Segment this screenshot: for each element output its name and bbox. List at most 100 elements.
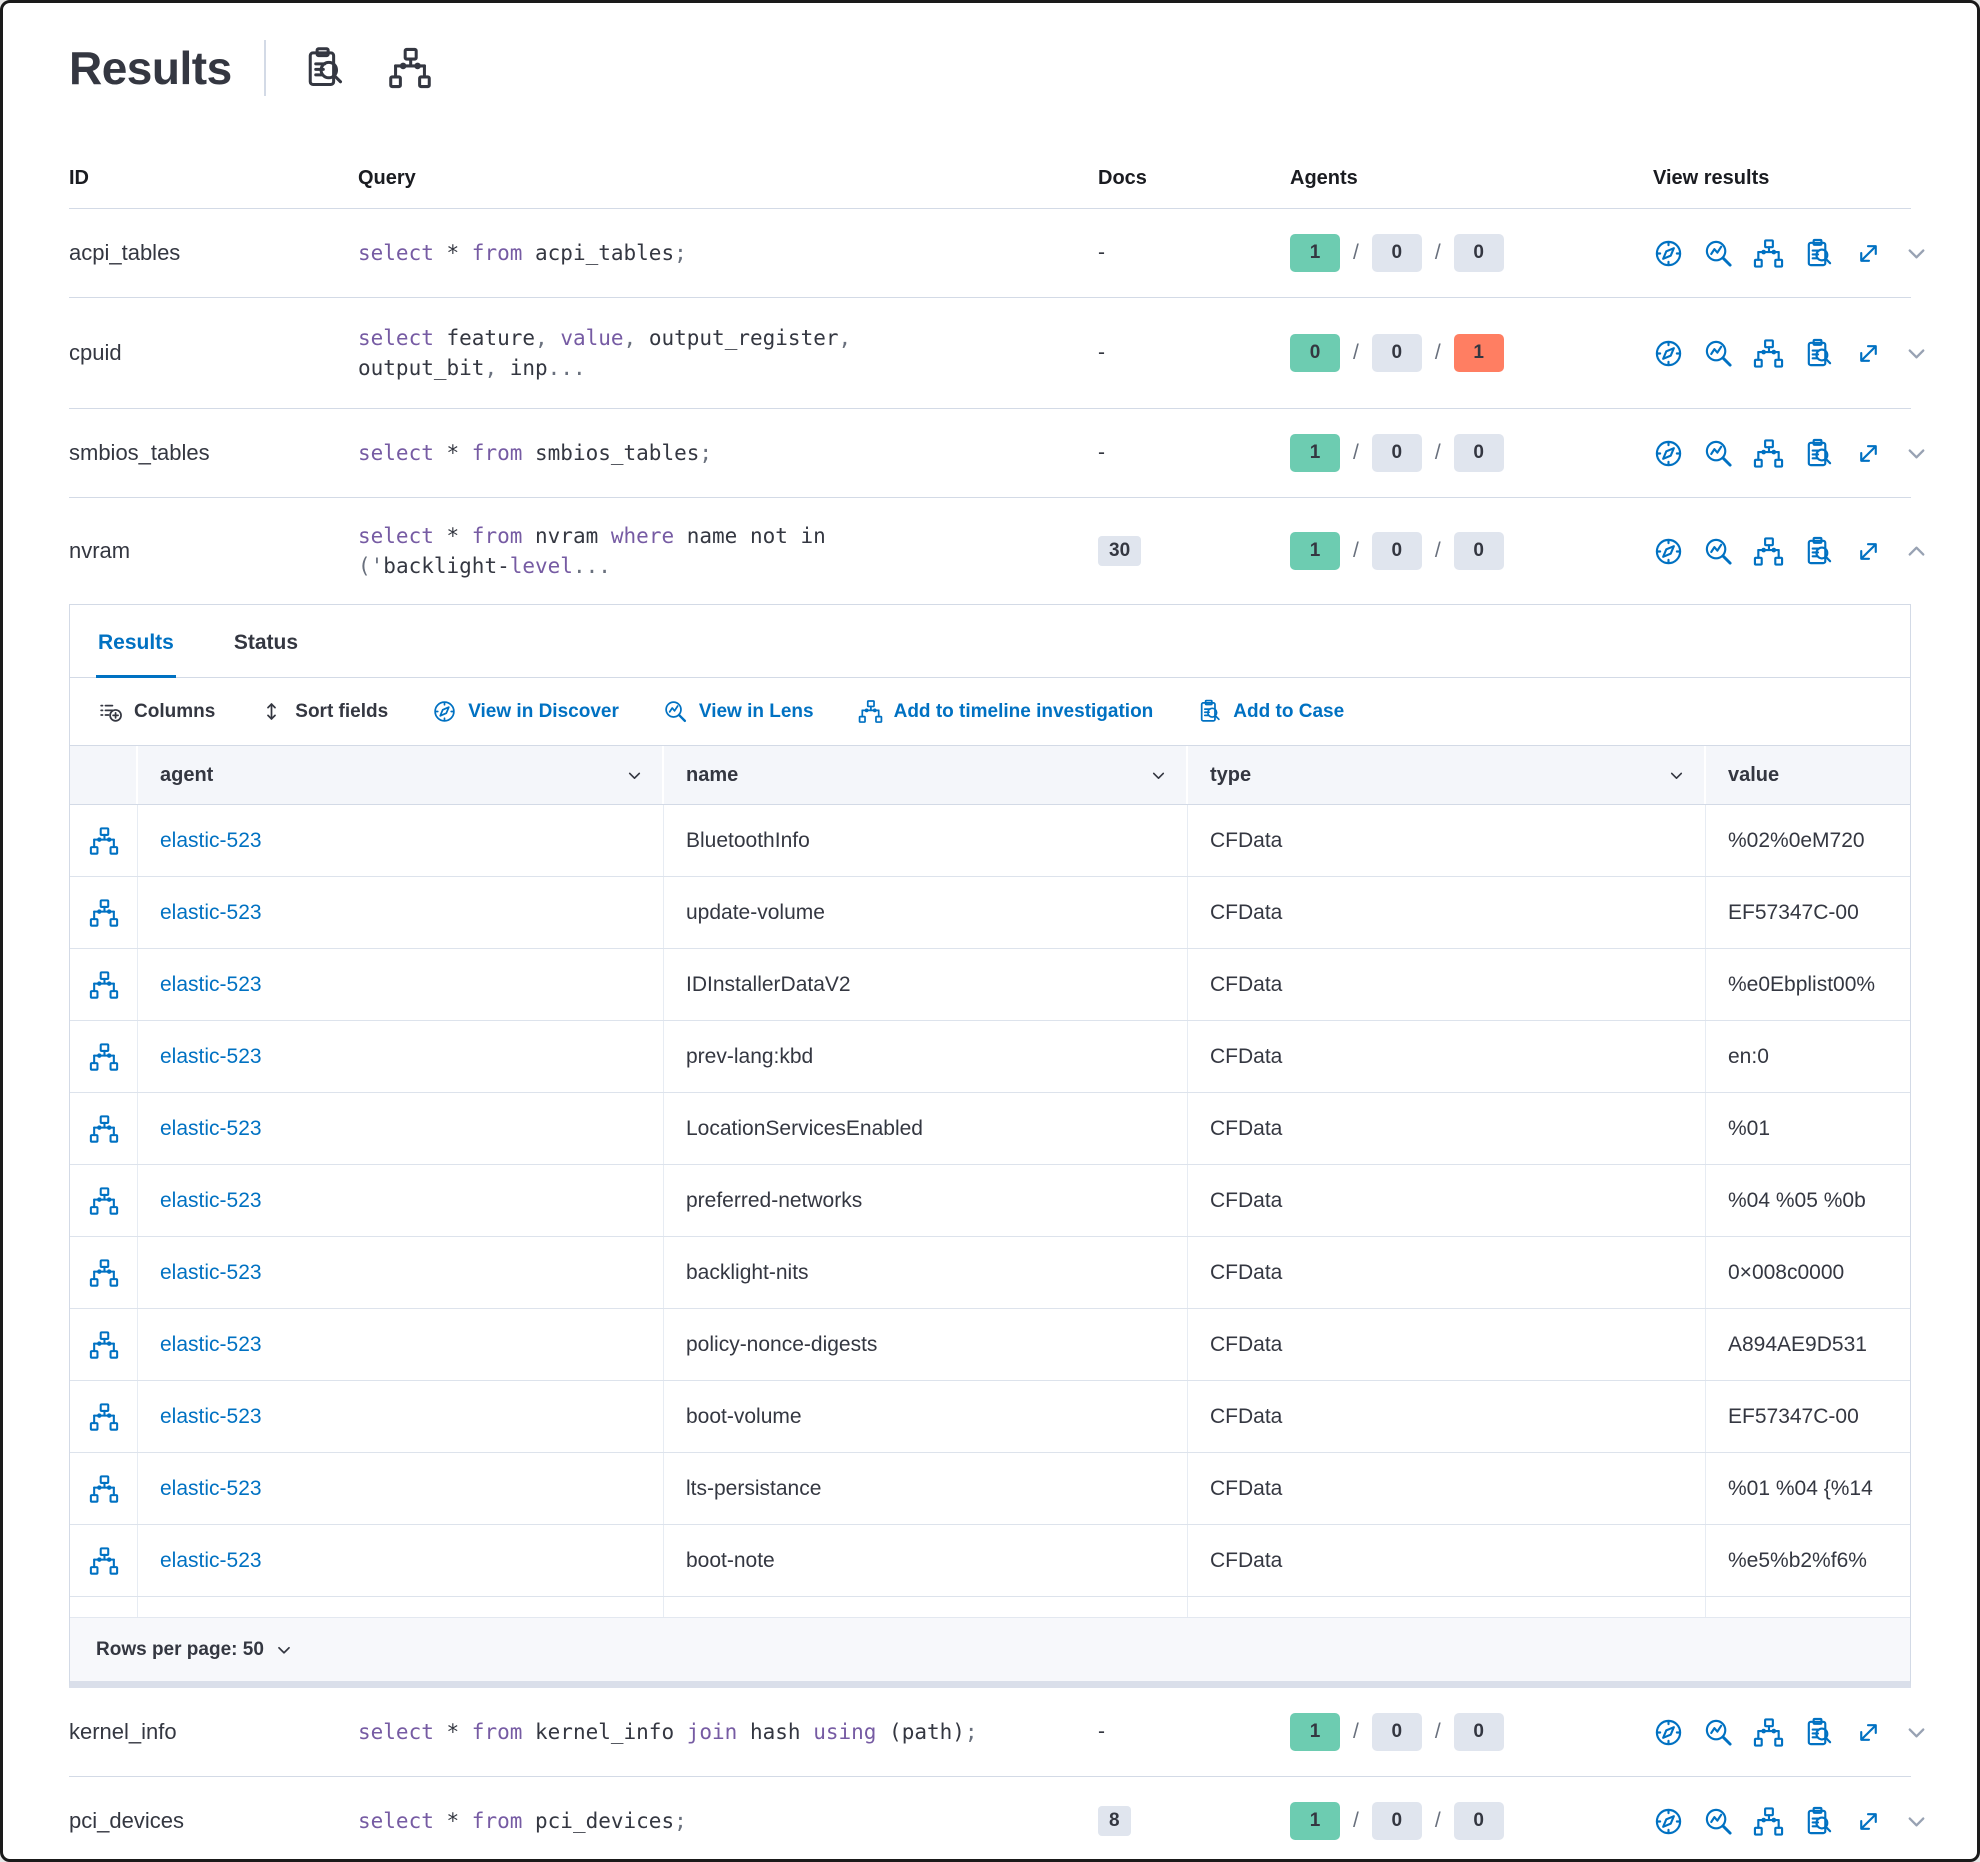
agent-link[interactable]: elastic-523 xyxy=(160,828,262,852)
expand-results-icon[interactable] xyxy=(1853,338,1884,369)
add-to-timeline-icon[interactable] xyxy=(1753,536,1784,567)
add-to-case-icon[interactable] xyxy=(1803,338,1834,369)
expand-results-icon[interactable] xyxy=(1853,238,1884,269)
grid-row-actions-cell xyxy=(70,805,138,876)
timeline-icon[interactable] xyxy=(89,1258,119,1288)
agents-success-badge: 1 xyxy=(1290,532,1340,570)
add-to-timeline-icon[interactable] xyxy=(1753,338,1784,369)
view-in-lens-icon[interactable] xyxy=(1703,536,1734,567)
chevron-down-icon xyxy=(625,766,644,785)
add-to-timeline-icon[interactable] xyxy=(1753,238,1784,269)
tab-results[interactable]: Results xyxy=(96,605,176,678)
agents-separator: / xyxy=(1434,441,1441,464)
add-to-case-icon[interactable] xyxy=(1803,1806,1834,1837)
expand-row-chevron-icon[interactable] xyxy=(1903,1808,1930,1835)
timeline-icon[interactable] xyxy=(89,1402,119,1432)
toolbar-item-add-to-case[interactable]: Add to Case xyxy=(1197,699,1344,724)
view-in-lens-icon[interactable] xyxy=(1703,238,1734,269)
timeline-icon[interactable] xyxy=(89,1042,119,1072)
value-cell: en:0 xyxy=(1728,1044,1769,1068)
tab-status[interactable]: Status xyxy=(233,631,299,654)
add-to-case-icon[interactable] xyxy=(1803,438,1834,469)
type-cell: CFData xyxy=(1188,1525,1706,1596)
expand-row-chevron-icon[interactable] xyxy=(1903,440,1930,467)
timeline-icon[interactable] xyxy=(89,826,119,856)
agent-link[interactable]: elastic-523 xyxy=(160,1476,262,1500)
view-in-discover-icon[interactable] xyxy=(1653,1717,1684,1748)
agent-link[interactable]: elastic-523 xyxy=(160,900,262,924)
grid-col-header-name[interactable]: name xyxy=(664,746,1188,804)
timeline-icon[interactable] xyxy=(388,46,432,90)
col-header-id: ID xyxy=(69,167,89,189)
add-to-case-icon[interactable] xyxy=(1803,1717,1834,1748)
expand-results-icon[interactable] xyxy=(1853,536,1884,567)
agent-cell: elastic-523 xyxy=(138,877,664,948)
view-results-cell xyxy=(1633,238,1930,269)
timeline-icon[interactable] xyxy=(89,1114,119,1144)
agents-cell: 1 / 0 / 0 xyxy=(1276,1713,1633,1751)
name-cell: lts-persistance xyxy=(664,1453,1188,1524)
grid-row: elastic-523 backlight-nits CFData 0×008c000… xyxy=(70,1237,1910,1309)
collapse-row-chevron-icon[interactable] xyxy=(1903,538,1930,565)
add-to-timeline-icon[interactable] xyxy=(1753,1717,1784,1748)
timeline-icon[interactable] xyxy=(89,1186,119,1216)
view-in-discover-icon[interactable] xyxy=(1653,238,1684,269)
expand-row-chevron-icon[interactable] xyxy=(1903,1719,1930,1746)
rows-per-page-control[interactable]: Rows per page: 50 xyxy=(96,1639,294,1661)
inspect-icon[interactable] xyxy=(302,46,346,90)
view-in-lens-icon[interactable] xyxy=(1703,338,1734,369)
chevron-down-icon xyxy=(274,1640,294,1660)
toolbar-item-label: Add to Case xyxy=(1233,700,1345,722)
agents-separator: / xyxy=(1353,341,1359,364)
expand-row-chevron-icon[interactable] xyxy=(1903,240,1930,267)
name-cell: update-volume xyxy=(664,877,1188,948)
expand-results-icon[interactable] xyxy=(1853,1717,1884,1748)
toolbar-item-columns[interactable]: Columns xyxy=(98,699,215,724)
add-to-case-icon[interactable] xyxy=(1803,536,1834,567)
expand-results-icon[interactable] xyxy=(1853,1806,1884,1837)
toolbar-item-sort-fields[interactable]: Sort fields xyxy=(259,699,388,724)
value-cell: %01 xyxy=(1728,1116,1771,1140)
view-in-lens-icon[interactable] xyxy=(1703,1717,1734,1748)
agent-cell: elastic-523 xyxy=(138,1525,664,1596)
grid-col-header-agent[interactable]: agent xyxy=(138,746,664,804)
timeline-icon[interactable] xyxy=(89,970,119,1000)
agents-failed-badge: 0 xyxy=(1453,1802,1504,1840)
add-to-case-icon[interactable] xyxy=(1803,238,1834,269)
agents-separator: / xyxy=(1353,1809,1359,1832)
agent-link[interactable]: elastic-523 xyxy=(160,972,262,996)
agent-link[interactable]: elastic-523 xyxy=(160,1188,262,1212)
timeline-icon[interactable] xyxy=(89,1546,119,1576)
agent-link[interactable]: elastic-523 xyxy=(160,1044,262,1068)
view-in-lens-icon[interactable] xyxy=(1703,1806,1734,1837)
expand-results-icon[interactable] xyxy=(1853,438,1884,469)
agent-link[interactable]: elastic-523 xyxy=(160,1332,262,1356)
toolbar-item-add-to-timeline-investigation[interactable]: Add to timeline investigation xyxy=(858,699,1154,724)
agent-link[interactable]: elastic-523 xyxy=(160,1404,262,1428)
grid-col-header-value: value xyxy=(1706,746,1910,804)
col-header-view: View results xyxy=(1653,167,1770,189)
toolbar-item-view-in-lens[interactable]: View in Lens xyxy=(663,699,814,724)
timeline-icon[interactable] xyxy=(89,1330,119,1360)
view-in-lens-icon[interactable] xyxy=(1703,438,1734,469)
agent-link[interactable]: elastic-523 xyxy=(160,1116,262,1140)
grid-col-header-type[interactable]: type xyxy=(1188,746,1706,804)
agent-link[interactable]: elastic-523 xyxy=(160,1548,262,1572)
docs-cell: 30 xyxy=(1098,536,1276,566)
toolbar-item-label: Add to timeline investigation xyxy=(893,700,1154,722)
view-in-discover-icon[interactable] xyxy=(1653,1806,1684,1837)
view-in-discover-icon[interactable] xyxy=(1653,338,1684,369)
lens-icon xyxy=(663,699,688,724)
view-in-discover-icon[interactable] xyxy=(1653,536,1684,567)
add-to-timeline-icon[interactable] xyxy=(1753,1806,1784,1837)
view-in-discover-icon[interactable] xyxy=(1653,438,1684,469)
agents-failed-badge: 0 xyxy=(1453,532,1504,570)
expand-row-chevron-icon[interactable] xyxy=(1903,340,1930,367)
toolbar-item-view-in-discover[interactable]: View in Discover xyxy=(432,699,619,724)
timeline-icon[interactable] xyxy=(89,1474,119,1504)
add-to-timeline-icon[interactable] xyxy=(1753,438,1784,469)
type-cell: CFData xyxy=(1188,1165,1706,1236)
timeline-icon[interactable] xyxy=(89,898,119,928)
agent-link[interactable]: elastic-523 xyxy=(160,1260,262,1284)
